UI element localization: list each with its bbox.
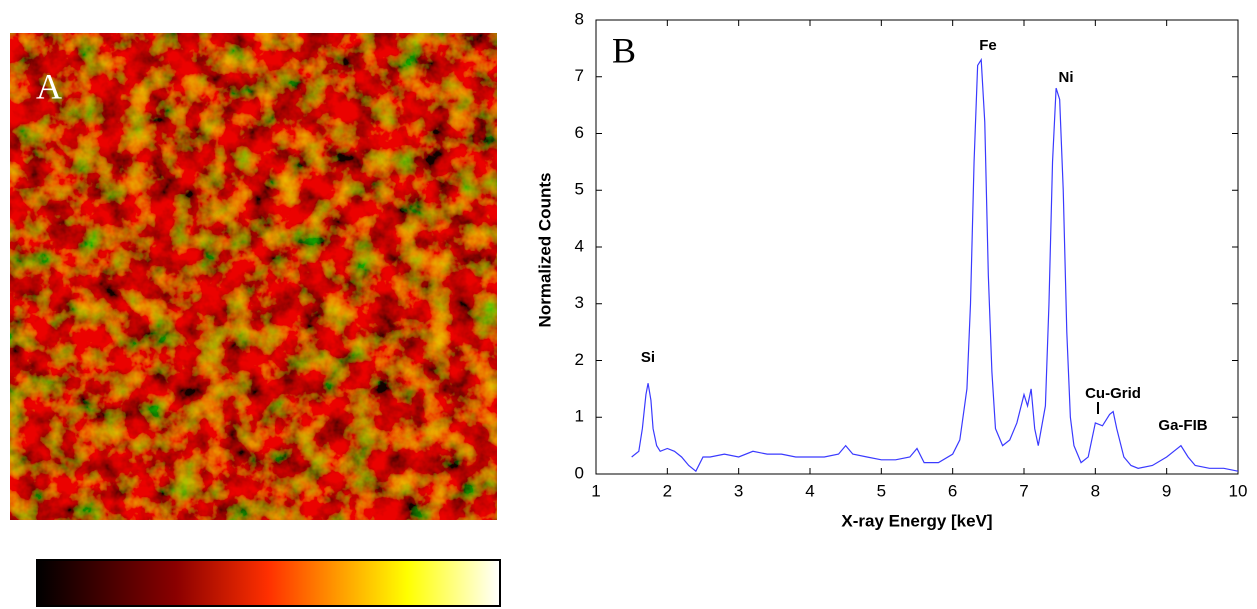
x-tick-label: 5 [877,481,886,500]
colorbar [36,559,501,607]
x-tick-label: 3 [734,481,743,500]
x-tick-label: 4 [805,481,814,500]
y-tick-label: 0 [575,463,584,482]
panel-label: A [36,66,62,106]
peak-label: Ga-FIB [1158,417,1207,434]
y-tick-label: 2 [575,350,584,369]
y-tick-label: 7 [575,66,584,85]
x-tick-label: 9 [1162,481,1171,500]
x-axis-label: X-ray Energy [keV] [841,511,992,530]
x-tick-label: 10 [1229,481,1248,500]
spectrum-line [631,57,1239,473]
x-tick-label: 1 [591,481,600,500]
y-tick-label: 4 [575,236,584,255]
peak-label: Fe [979,37,997,54]
x-tick-label: 2 [663,481,672,500]
panel-label: B [612,30,636,70]
peak-label: Cu-Grid [1085,385,1141,402]
y-tick-label: 6 [575,123,584,142]
peak-label: Si [641,349,655,366]
elemental-map [10,33,497,520]
y-tick-label: 3 [575,293,584,312]
x-tick-label: 7 [1019,481,1028,500]
x-tick-label: 8 [1091,481,1100,500]
y-tick-label: 5 [575,180,584,199]
peak-label: Ni [1059,69,1074,86]
y-tick-label: 1 [575,407,584,426]
plot-frame [595,19,1239,475]
y-tick-label: 8 [575,9,584,28]
x-tick-label: 6 [948,481,957,500]
y-axis-label: Normalized Counts [535,173,554,328]
